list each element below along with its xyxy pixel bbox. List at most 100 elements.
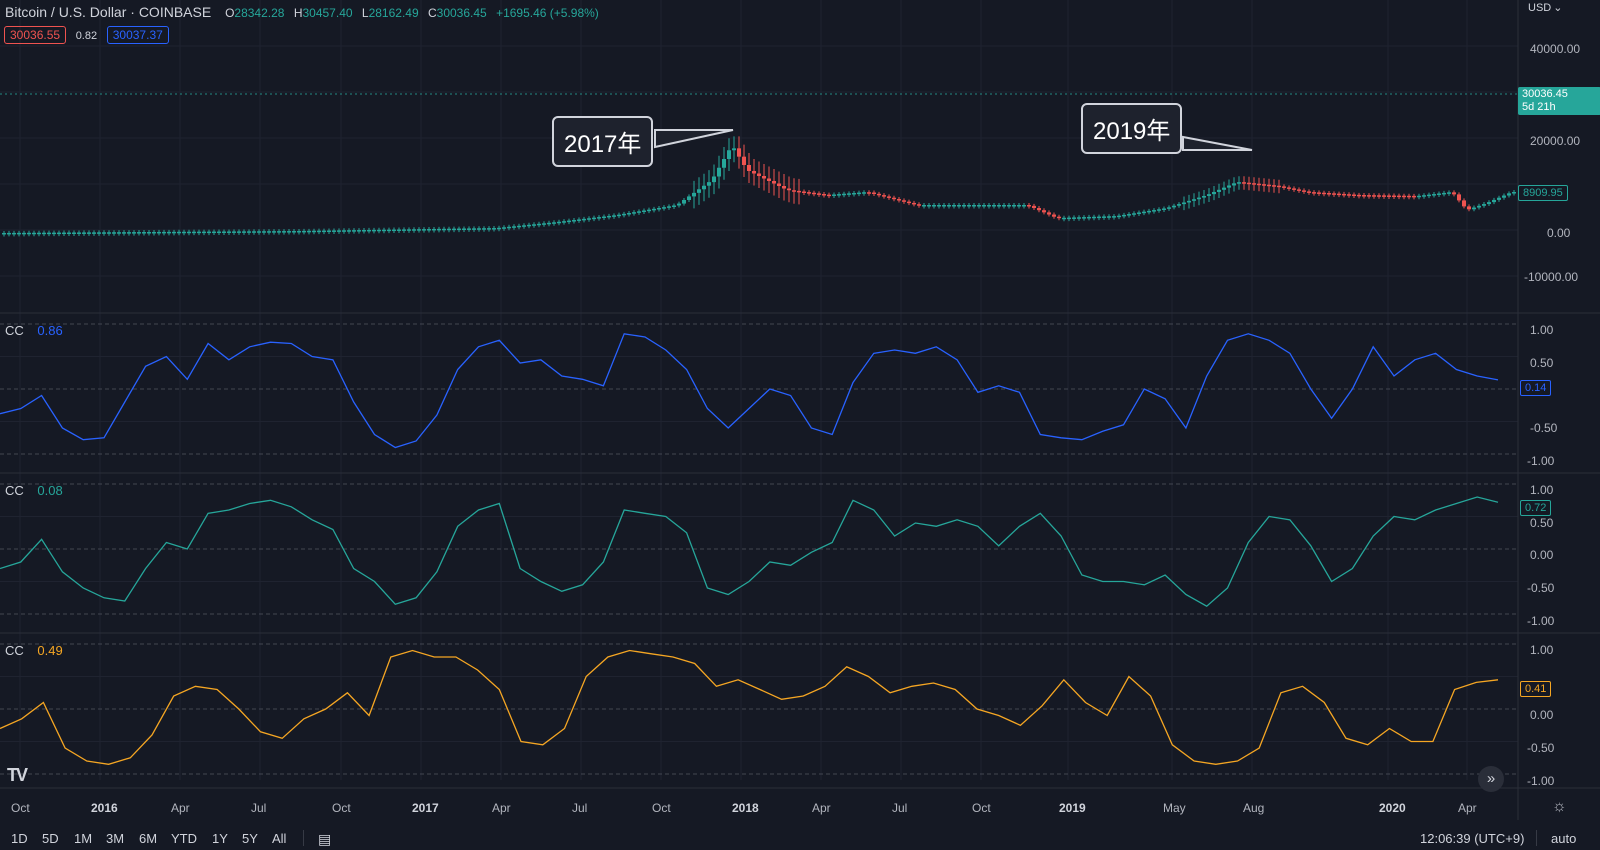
candle-body [182, 231, 186, 234]
candle-body [352, 230, 356, 232]
time-tick-label: Aug [1243, 801, 1265, 815]
candle-body [1392, 195, 1396, 198]
tradingview-logo-icon[interactable]: TV [7, 765, 28, 785]
marker-price-badge[interactable]: 8909.95 [1518, 185, 1568, 201]
panel-separators[interactable] [0, 0, 1600, 820]
auto-scale-toggle[interactable]: auto [1551, 831, 1577, 846]
candle-body [437, 228, 441, 231]
time-tick-label: Apr [812, 801, 831, 815]
time-axis[interactable]: Oct 2016 Apr Jul Oct 2017 Apr Jul Oct 2018 Apr Jul O… [0, 799, 1518, 819]
price-candles [2, 136, 1516, 237]
candle-body [642, 210, 646, 212]
candle-body [1337, 193, 1341, 196]
candle-body [662, 207, 666, 209]
indicator-legend-3[interactable]: CC 0.49 [5, 643, 63, 658]
timeframe-3m[interactable]: 3M [106, 831, 125, 846]
toolbar-divider [1536, 830, 1537, 846]
candle-body [257, 231, 261, 233]
candle-body [1467, 206, 1471, 210]
candle-body [1152, 210, 1156, 212]
candle-body [1057, 216, 1061, 219]
candle-body [412, 229, 416, 231]
timeframe-1y[interactable]: 1Y [212, 831, 228, 846]
candle-body [1402, 195, 1406, 198]
symbol-legend[interactable]: Bitcoin / U.S. Dollar · COINBASE O28342.… [5, 4, 599, 20]
timeframe-6m[interactable]: 6M [139, 831, 158, 846]
candle-body [497, 227, 501, 230]
candle-body [647, 209, 651, 212]
candle-body [1037, 208, 1041, 211]
candle-body [927, 205, 931, 207]
candle-body [1232, 183, 1236, 186]
candle-body [1112, 216, 1116, 218]
candle-body [297, 230, 301, 233]
panel1-tick-1: 1.00 [1530, 323, 1554, 337]
price-tick-20000: 20000.00 [1530, 134, 1581, 148]
candle-body [792, 190, 796, 192]
candle-body [972, 205, 976, 207]
last-price-badge[interactable]: 30036.45 5d 21h [1518, 87, 1600, 115]
candle-body [1277, 185, 1281, 188]
candle-body [862, 192, 866, 194]
candle-body [287, 231, 291, 233]
indicator-legend-2[interactable]: CC 0.08 [5, 483, 63, 498]
currency-selector[interactable]: USD ⌄ [1528, 1, 1562, 14]
timeframe-5y[interactable]: 5Y [242, 831, 258, 846]
ask-price-box[interactable]: 30037.37 [106, 26, 169, 44]
timeframe-1d[interactable]: 1D [11, 831, 28, 846]
candle-body [462, 228, 466, 230]
candle-body [1332, 193, 1336, 195]
candle-body [1192, 199, 1196, 201]
candle-body [237, 231, 241, 233]
candle-body [12, 232, 16, 235]
candle-body [1107, 216, 1111, 218]
candle-body [537, 223, 541, 226]
clock[interactable]: 12:06:39 (UTC+9) [1420, 831, 1525, 846]
candle-body [772, 181, 776, 184]
candle-body [522, 225, 526, 227]
symbol-title[interactable]: Bitcoin / U.S. Dollar · COINBASE [5, 4, 212, 20]
candle-body [472, 228, 476, 230]
indicator-legend-1[interactable]: CC 0.86 [5, 323, 63, 338]
timeframe-5d[interactable]: 5D [42, 831, 59, 846]
candle-body [532, 224, 536, 226]
candle-body [1477, 205, 1481, 208]
candle-body [1382, 195, 1386, 197]
candle-body [487, 228, 491, 230]
candle-body [607, 215, 611, 218]
candle-body [167, 231, 171, 234]
time-tick-label: Oct [652, 801, 671, 815]
settings-icon[interactable]: ☼ [1552, 798, 1567, 815]
calendar-range-icon[interactable]: ▤ [318, 831, 332, 847]
candle-body [177, 231, 181, 234]
candle-body [402, 229, 406, 231]
candle-body [507, 226, 511, 229]
timeframe-1m[interactable]: 1M [74, 831, 93, 846]
bar-countdown: 5d 21h [1522, 101, 1556, 113]
candle-body [652, 208, 656, 211]
callout-2017[interactable]: 2017年 [552, 116, 654, 167]
callout-2019[interactable]: 2019年 [1081, 103, 1183, 154]
scroll-right-icon[interactable]: » [1478, 766, 1504, 792]
candle-body [1427, 194, 1431, 197]
candle-body [897, 199, 901, 201]
candle-body [1282, 186, 1286, 188]
candle-body [617, 214, 621, 217]
candle-body [1102, 216, 1106, 218]
candle-body [907, 201, 911, 204]
timeframe-ytd[interactable]: YTD [171, 831, 197, 846]
candle-body [847, 193, 851, 195]
bid-price-box[interactable]: 30036.55 [4, 26, 67, 44]
candle-body [1372, 195, 1376, 197]
candle-body [1052, 214, 1056, 217]
price-tick-40000: 40000.00 [1530, 42, 1581, 56]
candle-body [137, 232, 141, 234]
candle-body [1167, 207, 1171, 209]
panel1-last-value: 0.14 [1520, 380, 1552, 396]
timeframe-all[interactable]: All [272, 831, 287, 846]
time-tick-label: 2018 [732, 801, 759, 815]
candle-body [932, 205, 936, 207]
candle-body [372, 229, 376, 232]
